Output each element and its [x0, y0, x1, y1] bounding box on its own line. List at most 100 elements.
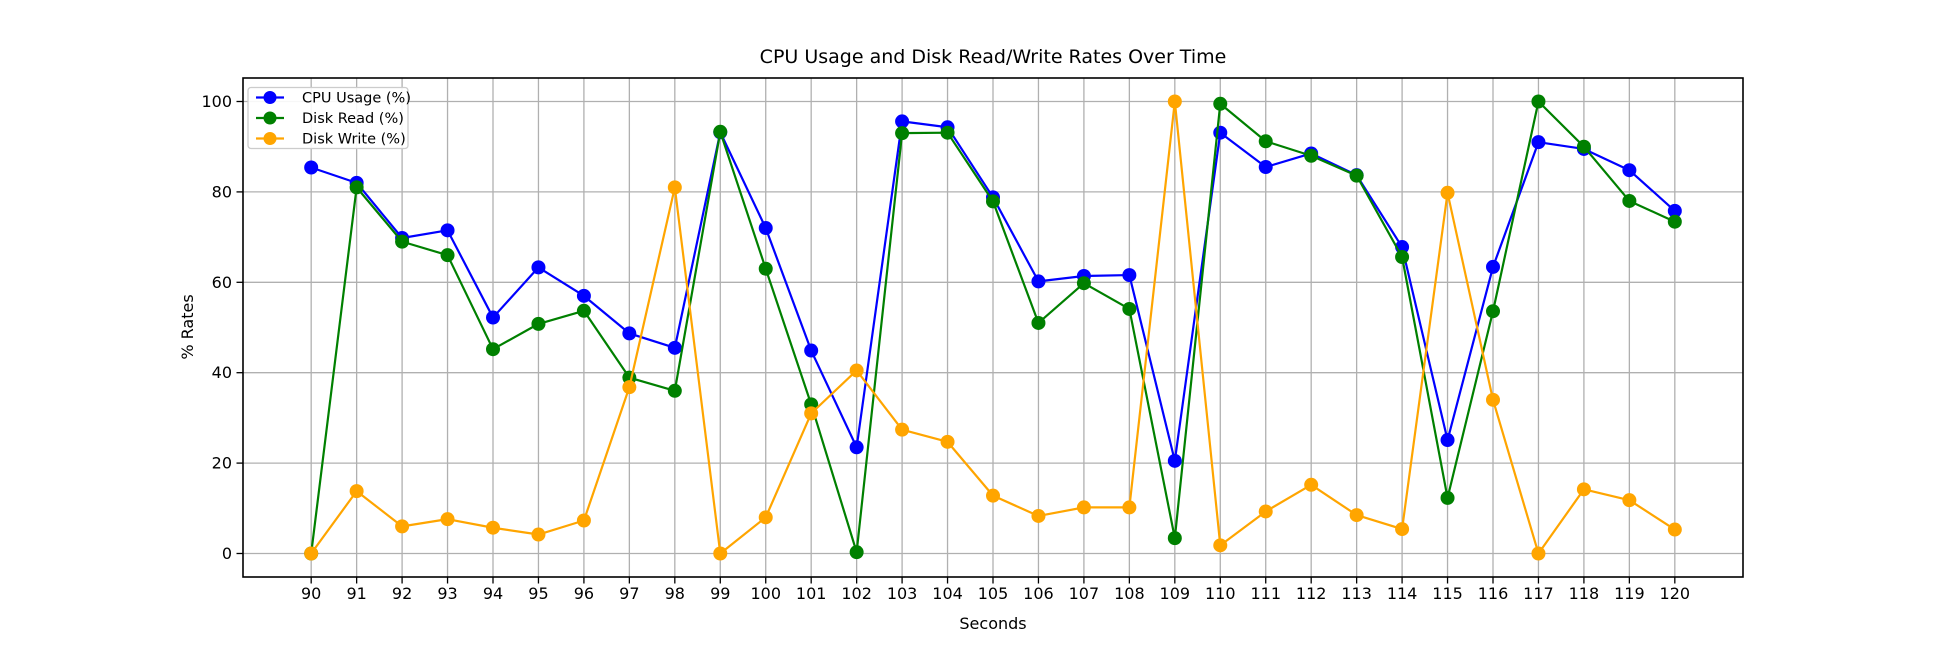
- disk-write-marker: [804, 406, 819, 421]
- y-tick-label: 20: [212, 454, 232, 473]
- x-tick-label: 109: [1160, 584, 1191, 603]
- x-tick-label: 112: [1296, 584, 1327, 603]
- disk-write-marker: [440, 512, 455, 527]
- disk-read-marker: [713, 124, 728, 139]
- legend-entry-disk-read: Disk Read (%): [256, 111, 404, 127]
- disk-write-marker: [1349, 508, 1364, 523]
- x-tick-label: 120: [1660, 584, 1691, 603]
- disk-write-marker: [849, 363, 864, 378]
- x-tick-label: 91: [346, 584, 366, 603]
- y-tick-label: 0: [222, 544, 232, 563]
- y-axis-label: % Rates: [178, 294, 197, 359]
- disk-read-marker: [667, 383, 682, 398]
- x-axis-label: Seconds: [959, 614, 1026, 633]
- disk-read-marker: [1258, 134, 1273, 149]
- disk-read-marker: [1122, 301, 1137, 316]
- x-tick-label: 99: [710, 584, 730, 603]
- legend-label-read: Disk Read (%): [302, 111, 404, 127]
- x-tick-label: 111: [1250, 584, 1281, 603]
- cpu-usage-marker: [440, 223, 455, 238]
- disk-write-marker: [1531, 546, 1546, 561]
- x-tick-label: 104: [932, 584, 963, 603]
- disk-read-marker: [986, 194, 1000, 209]
- disk-write-marker: [895, 422, 910, 437]
- disk-write-marker: [1258, 504, 1273, 519]
- disk-write-marker: [667, 180, 682, 195]
- disk-write-marker: [713, 546, 728, 561]
- cpu-usage-marker: [1622, 163, 1637, 178]
- x-tick-label: 103: [887, 584, 918, 603]
- y-tick-label: 100: [201, 92, 232, 111]
- legend-label-cpu: CPU Usage (%): [302, 91, 411, 107]
- disk-read-marker: [1076, 276, 1091, 291]
- disk-read-marker: [1486, 304, 1500, 319]
- disk-write-marker: [395, 519, 410, 534]
- disk-write-marker: [1304, 477, 1319, 492]
- disk-read-marker: [849, 545, 864, 560]
- axis-ticks: 90 91 92 93 94 95 96 97 98 99 100 101 102 103 104 105 10…: [201, 92, 1690, 603]
- cpu-usage-marker: [1122, 268, 1137, 283]
- cpu-usage-marker: [622, 326, 637, 341]
- disk-read-marker: [349, 180, 364, 195]
- x-tick-label: 119: [1614, 584, 1645, 603]
- x-tick-label: 96: [574, 584, 594, 603]
- x-tick-label: 93: [437, 584, 457, 603]
- x-tick-label: 118: [1569, 584, 1600, 603]
- cpu-usage-marker: [1258, 160, 1273, 175]
- legend-box: [247, 86, 409, 150]
- x-tick-label: 101: [796, 584, 827, 603]
- disk-write-marker: [1667, 522, 1682, 537]
- disk-read-marker: [486, 342, 500, 357]
- cpu-usage-marker: [1667, 203, 1682, 218]
- cpu-usage-marker: [576, 288, 591, 303]
- disk-write-marker: [486, 520, 500, 535]
- disk-read-marker: [1213, 96, 1228, 111]
- cpu-usage-marker: [758, 221, 773, 236]
- cpu-usage-marker: [849, 440, 864, 455]
- cpu-usage-marker: [1440, 433, 1455, 448]
- cpu-usage-marker: [1213, 125, 1228, 140]
- y-tick-label: 80: [212, 182, 232, 201]
- cpu-usage-marker: [667, 340, 682, 355]
- disk-write-marker: [758, 510, 773, 525]
- disk-read-marker: [1304, 148, 1319, 163]
- x-tick-label: 107: [1069, 584, 1100, 603]
- disk-read-marker: [940, 125, 955, 140]
- cpu-usage-marker: [1031, 274, 1046, 289]
- legend-label-write: Disk Write (%): [302, 132, 406, 148]
- x-tick-label: 106: [1023, 584, 1054, 603]
- disk-write-marker: [1622, 493, 1637, 508]
- legend-marker-cpu: [263, 91, 277, 104]
- x-tick-label: 110: [1205, 584, 1236, 603]
- disk-write-marker: [1031, 508, 1046, 523]
- disk-write-marker: [1486, 392, 1500, 407]
- disk-write-marker: [1576, 482, 1591, 497]
- x-tick-label: 117: [1523, 584, 1554, 603]
- cpu-usage-marker: [486, 310, 500, 325]
- disk-read-marker: [758, 261, 773, 276]
- x-tick-label: 108: [1114, 584, 1145, 603]
- disk-read-marker: [1622, 193, 1637, 208]
- x-tick-label: 98: [665, 584, 685, 603]
- x-tick-label: 92: [392, 584, 412, 603]
- disk-read-marker: [531, 316, 546, 331]
- data-series: [304, 94, 1682, 561]
- x-tick-label: 100: [750, 584, 781, 603]
- disk-read-marker: [1031, 315, 1046, 330]
- disk-write-marker: [1167, 94, 1182, 109]
- disk-read-marker: [576, 303, 591, 318]
- cpu-usage-marker: [1167, 453, 1182, 468]
- x-tick-label: 116: [1478, 584, 1509, 603]
- disk-read-marker: [395, 234, 410, 249]
- x-tick-label: 113: [1341, 584, 1372, 603]
- disk-read-marker: [1395, 249, 1410, 264]
- disk-read-marker: [1167, 531, 1182, 546]
- disk-write-marker: [304, 546, 319, 561]
- disk-write-marker: [576, 513, 591, 528]
- disk-read-marker: [1576, 139, 1591, 154]
- cpu-usage-marker: [1531, 135, 1546, 150]
- cpu-usage-marker: [804, 343, 819, 358]
- x-tick-label: 97: [619, 584, 639, 603]
- x-tick-label: 90: [301, 584, 321, 603]
